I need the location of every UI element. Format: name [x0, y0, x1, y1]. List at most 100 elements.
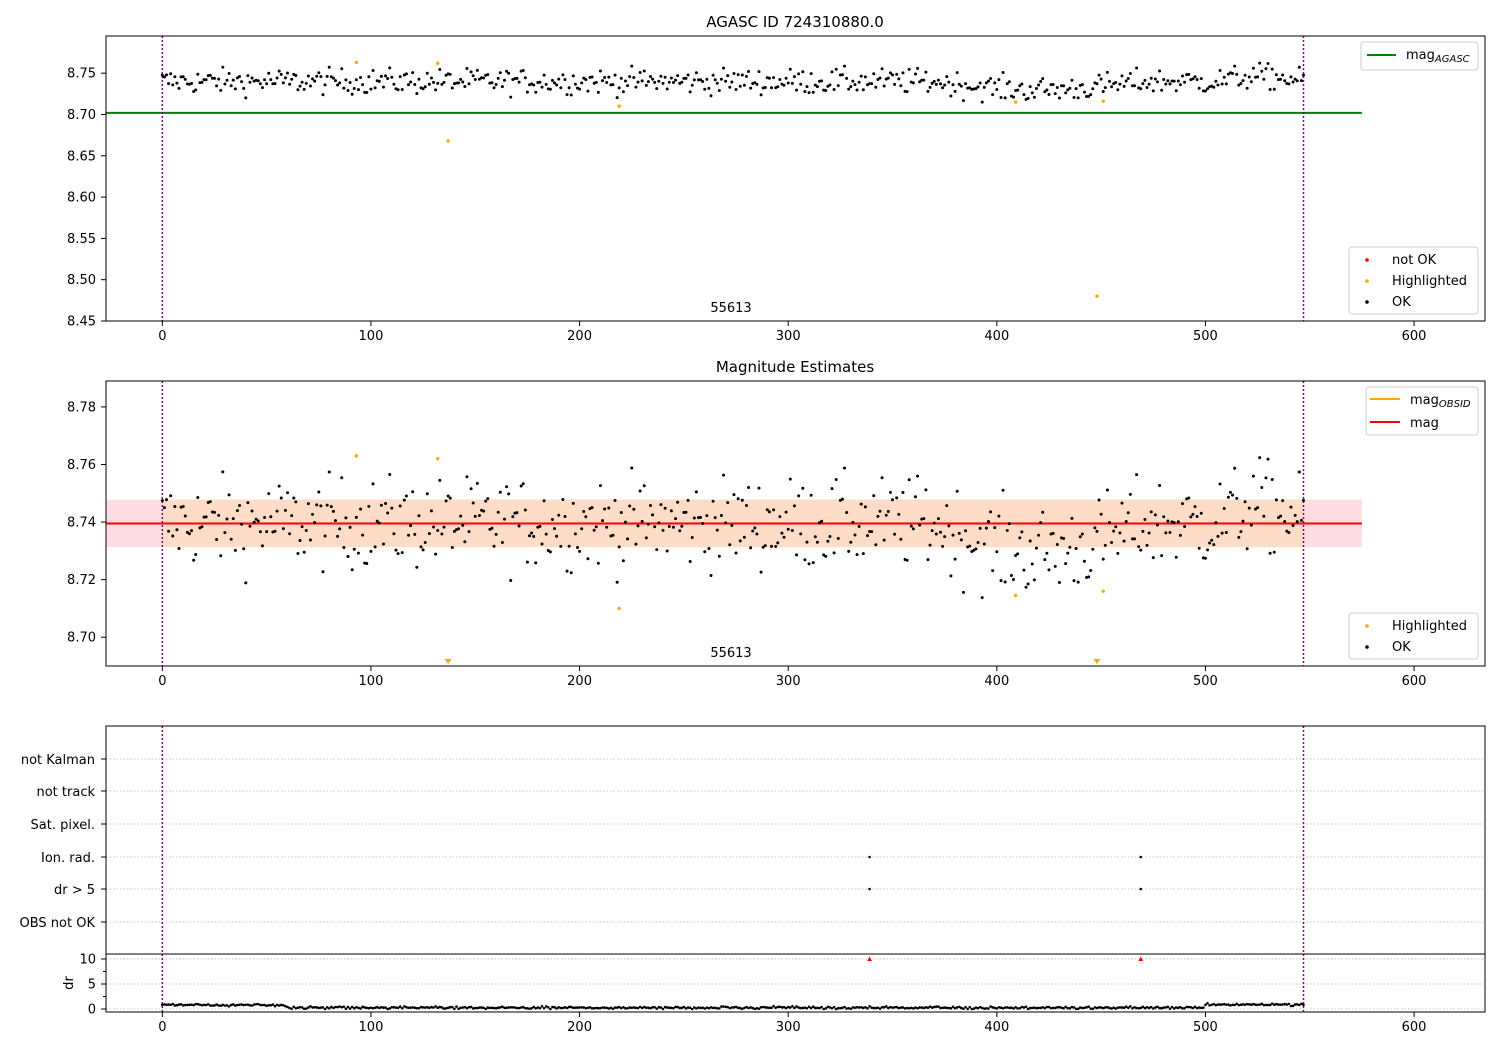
panel-agasc-ok-point	[515, 76, 519, 80]
panel-agasc-ok-point	[1045, 88, 1049, 92]
panel-agasc-ok-point	[498, 71, 502, 75]
panel-mag-ok-point	[924, 488, 928, 492]
dr-ok-point	[321, 1006, 325, 1009]
panel-mag-ok-point	[759, 570, 763, 574]
panel-mag-ok-point	[165, 498, 169, 502]
dr-ok-point	[1220, 1003, 1224, 1006]
dr-ok-point	[348, 1007, 352, 1010]
dr-ok-point	[597, 1006, 600, 1010]
panel-agasc-ok-point	[1066, 88, 1070, 92]
panel-mag-ok-point	[181, 505, 185, 509]
panel-agasc-ok-point	[1256, 75, 1260, 79]
panel-agasc-ok-point	[169, 72, 173, 76]
dr-ok-point	[436, 1006, 440, 1009]
svg-text:magAGASC: magAGASC	[1406, 48, 1470, 65]
panel-mag-highlighted-point	[1013, 593, 1018, 598]
panel-mag-ok-point	[1039, 521, 1043, 525]
panel-agasc-ok-point	[932, 79, 936, 83]
panel-mag-ok-point	[640, 519, 644, 523]
dr-ok-point	[528, 1007, 531, 1011]
panel-agasc-ok-point	[1197, 86, 1201, 90]
panel-mag-ok-point	[1168, 530, 1172, 534]
dr-ok-point	[576, 1006, 579, 1009]
dr-ok-point	[807, 1005, 811, 1009]
panel-agasc-ok-point	[388, 66, 392, 70]
dr-ok-point	[1277, 1003, 1280, 1006]
dr-ok-point	[676, 1005, 679, 1009]
panel-dr-xtick-label: 300	[776, 1020, 801, 1035]
panel-mag-ok-point	[1266, 457, 1270, 461]
panel-mag-ok-point	[1114, 525, 1118, 529]
dr-ok-point	[1252, 1002, 1255, 1006]
panel-agasc-ok-point	[964, 82, 968, 86]
panel-agasc-ok-point	[415, 92, 419, 96]
panel-mag-ok-point	[1199, 511, 1203, 515]
panel-agasc-ok-point	[1158, 69, 1162, 73]
panel-mag-ok-point	[820, 519, 824, 523]
dr-ok-point	[697, 1006, 700, 1009]
panel-agasc-ok-point	[229, 84, 233, 88]
panel-agasc-ok-point	[1195, 78, 1199, 82]
dr-ok-point	[924, 1005, 928, 1009]
panel-agasc-ok-point	[565, 93, 569, 97]
dr-ok-point	[365, 1006, 369, 1010]
panel-agasc-ok-point	[494, 82, 498, 86]
dr-ok-point	[680, 1006, 684, 1010]
panel-mag-ok-point	[684, 510, 688, 514]
panel-agasc-ok-point	[619, 76, 623, 80]
panel-agasc-ok-point	[502, 78, 506, 82]
dr-ok-point	[1081, 1006, 1084, 1010]
dr-ok-point	[882, 1005, 886, 1009]
dr-ok-point	[1012, 1007, 1015, 1010]
panel-agasc-ok-point	[1120, 74, 1124, 78]
panel-agasc-ok-point	[1264, 67, 1268, 71]
dr-ok-point	[1218, 1003, 1222, 1006]
dr-ok-point	[953, 1006, 957, 1010]
dr-ok-point	[1195, 1006, 1199, 1010]
dr-ok-point	[759, 1005, 763, 1009]
panel-mag-ok-point	[429, 509, 433, 513]
panel-agasc-ok-point	[776, 85, 780, 89]
panel-agasc-highlighted-point	[617, 104, 621, 108]
dr-ok-point	[755, 1006, 759, 1010]
panel-agasc-ok-point	[586, 89, 590, 93]
panel-agasc-ok-point	[283, 76, 287, 80]
panel-mag-ok-point	[590, 506, 594, 510]
dr-ok-point	[855, 1005, 859, 1009]
dr-ok-point	[901, 1006, 905, 1009]
panel-mag-ok-point	[832, 551, 836, 555]
dr-ok-point	[584, 1006, 588, 1010]
dr-ok-point	[974, 1006, 978, 1009]
panel-mag-ok-point	[628, 504, 632, 508]
panel-agasc-ytick-label: 8.55	[67, 232, 96, 247]
dr-ok-point	[1066, 1006, 1070, 1010]
panel-mag-ok-point	[1041, 510, 1045, 514]
panel-mag-ok-point	[717, 554, 721, 558]
panel-agasc-ok-point	[701, 79, 705, 83]
panel-mag-ok-point	[982, 542, 986, 546]
panel-agasc-ok-point	[290, 77, 294, 81]
dr-ok-point	[209, 1004, 212, 1007]
dr-ok-point	[519, 1006, 523, 1009]
panel-agasc-ok-point	[1118, 82, 1122, 86]
panel-mag-highlighted-point	[436, 457, 440, 461]
panel-agasc-ok-point	[1097, 73, 1101, 77]
dr-ok-point	[1022, 1006, 1026, 1009]
dr-ok-point	[215, 1003, 218, 1006]
panel-mag-ok-point	[204, 515, 208, 519]
panel-mag-ok-point	[511, 515, 515, 519]
panel-mag-ok-point	[1295, 520, 1299, 524]
panel-mag-ok-point	[498, 490, 502, 494]
panel-agasc-ok-point	[534, 90, 538, 94]
panel-agasc-ok-point	[573, 82, 577, 86]
panel-mag-ok-point	[772, 508, 776, 512]
panel-agasc-ok-point	[319, 75, 323, 79]
panel-agasc-ytick-label: 8.45	[67, 315, 96, 330]
panel-agasc-ok-point	[438, 68, 442, 72]
panel-mag-ok-point	[440, 532, 444, 536]
dr-ok-point	[624, 1007, 627, 1010]
panel-mag-ok-point	[292, 496, 296, 500]
panel-mag-ok-point	[1112, 529, 1116, 533]
panel-agasc-ok-point	[200, 80, 204, 84]
panel-agasc-ok-point	[897, 77, 901, 81]
